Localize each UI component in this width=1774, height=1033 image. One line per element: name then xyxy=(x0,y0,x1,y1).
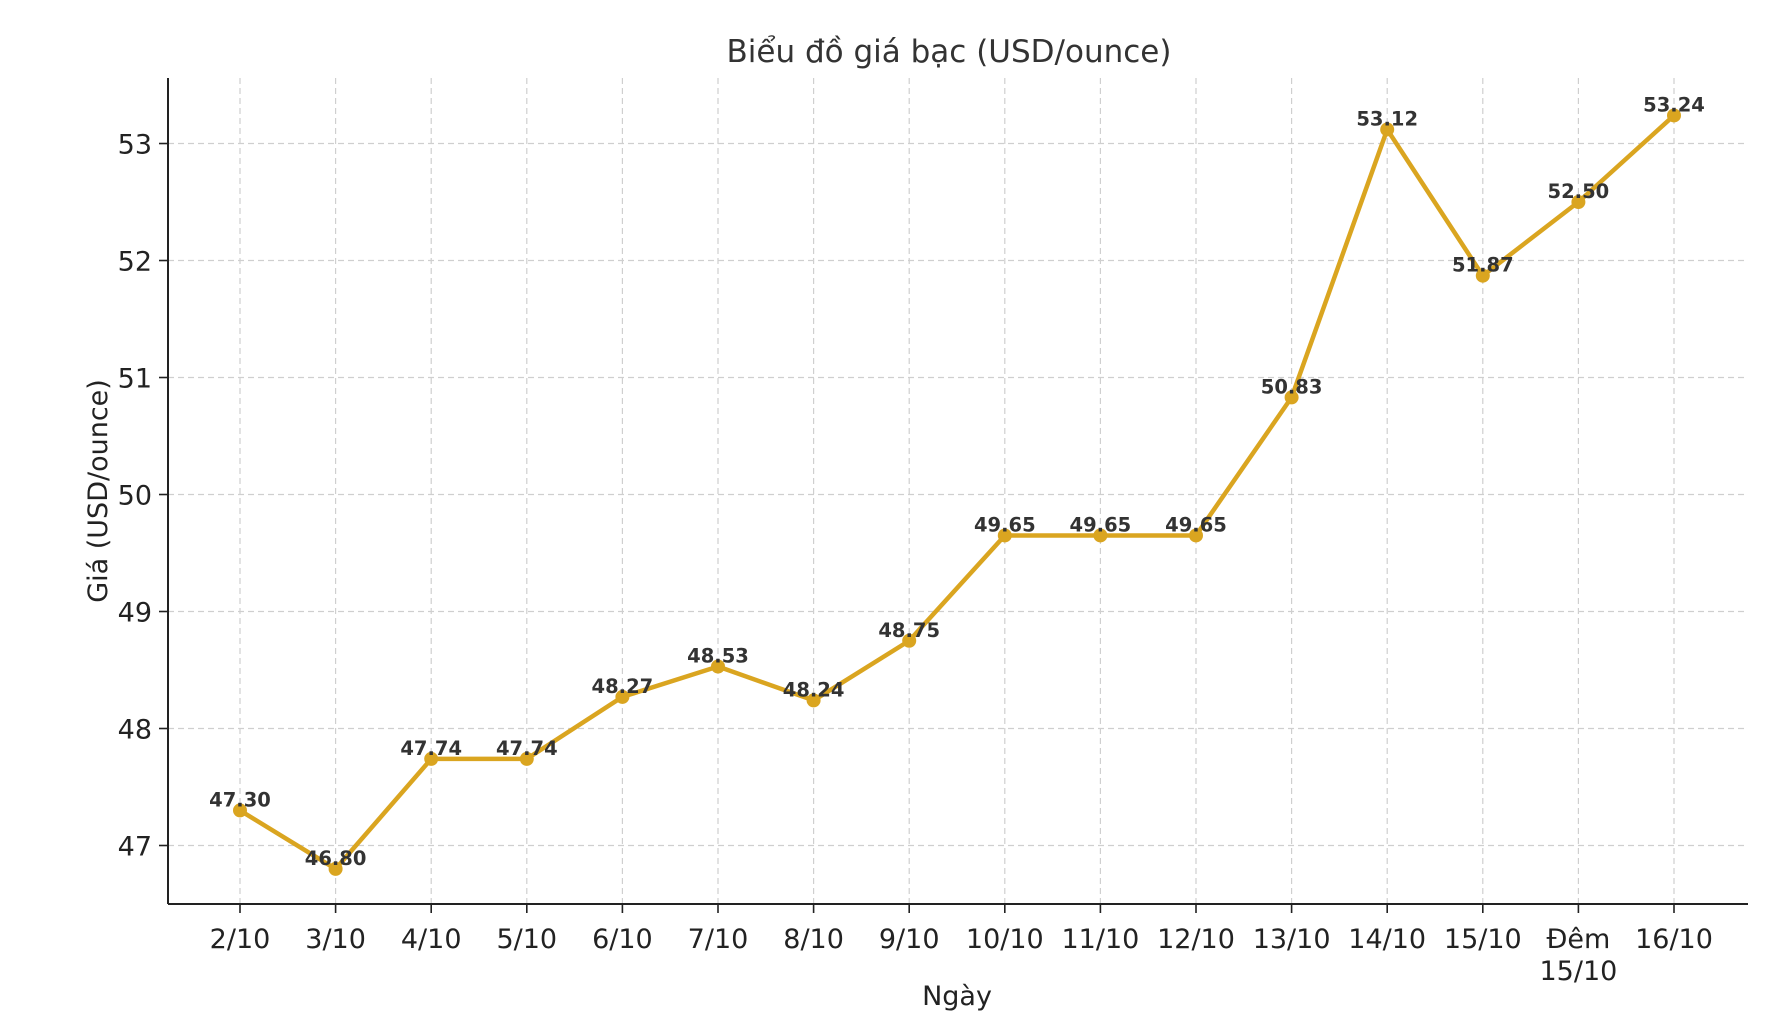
y-tick-label: 48 xyxy=(118,715,152,746)
axes: 47 48 49 50 51 52 53 2/10 3/10 4/10 5/10 6/10 7/10 8/… xyxy=(118,78,1748,987)
data-label: 46.80 xyxy=(305,847,367,870)
series-layer xyxy=(233,108,1681,876)
y-tick-label: 53 xyxy=(118,130,152,161)
y-tick-label: 51 xyxy=(118,364,152,395)
x-tick-label: 5/10 xyxy=(496,924,557,955)
data-label: 48.53 xyxy=(687,644,749,667)
data-label: 53.12 xyxy=(1356,107,1418,130)
y-tick-label: 50 xyxy=(118,481,152,512)
x-tick-label: 2/10 xyxy=(210,924,271,955)
data-labels-layer: 47.30 46.80 47.74 47.74 48.27 48.53 48.24 48.75… xyxy=(209,93,1705,869)
data-point xyxy=(806,693,821,708)
x-axis-label: Ngày xyxy=(922,981,992,1012)
data-point xyxy=(997,528,1012,543)
series-line xyxy=(237,113,1677,872)
x-tick-label: 11/10 xyxy=(1061,924,1139,955)
data-label: 48.27 xyxy=(592,675,654,698)
x-tick-label: 8/10 xyxy=(783,924,844,955)
x-tick-label: 12/10 xyxy=(1157,924,1235,955)
data-point xyxy=(902,633,917,648)
data-point xyxy=(1380,122,1395,137)
x-tick-label: 14/10 xyxy=(1348,924,1426,955)
y-axis-label: Giá (USD/ounce) xyxy=(83,379,114,603)
x-tick-label: 4/10 xyxy=(401,924,462,955)
data-label: 51.87 xyxy=(1452,254,1514,277)
x-tick-label: 3/10 xyxy=(305,924,366,955)
x-tick-label: 7/10 xyxy=(688,924,749,955)
grid xyxy=(168,78,1748,904)
data-point xyxy=(1093,528,1108,543)
x-tick-label: 10/10 xyxy=(966,924,1044,955)
x-tick-label: 13/10 xyxy=(1253,924,1331,955)
data-label: 48.24 xyxy=(783,678,845,701)
data-point xyxy=(328,861,343,876)
data-label: 49.65 xyxy=(1165,513,1227,536)
x-tick-label: 16/10 xyxy=(1635,924,1713,955)
y-tick-label: 47 xyxy=(118,832,152,863)
chart-title: Biểu đồ giá bạc (USD/ounce) xyxy=(727,34,1172,70)
data-point xyxy=(1667,108,1681,123)
x-tick-label: Đêm 15/10 xyxy=(1539,924,1617,987)
data-label: 47.30 xyxy=(209,788,271,811)
data-label: 47.74 xyxy=(400,737,462,760)
data-point xyxy=(1284,390,1299,405)
data-point xyxy=(519,751,534,766)
data-point xyxy=(1475,268,1490,283)
x-tick-label: 6/10 xyxy=(592,924,653,955)
data-point xyxy=(233,803,247,818)
data-label: 49.65 xyxy=(1070,513,1132,536)
data-point xyxy=(711,659,725,674)
data-label: 48.75 xyxy=(878,619,940,642)
data-label: 49.65 xyxy=(974,513,1036,536)
x-tick-label: 15/10 xyxy=(1444,924,1522,955)
data-label: 53.24 xyxy=(1643,93,1705,116)
y-tick-label: 52 xyxy=(118,247,152,278)
data-label: 47.74 xyxy=(496,737,558,760)
data-point xyxy=(424,751,439,766)
data-label: 52.50 xyxy=(1548,180,1610,203)
data-point xyxy=(1571,195,1586,210)
x-tick-label: 9/10 xyxy=(879,924,940,955)
y-tick-label: 49 xyxy=(118,598,152,629)
data-point xyxy=(615,689,630,704)
data-label: 50.83 xyxy=(1261,375,1323,398)
data-point xyxy=(1189,528,1203,543)
